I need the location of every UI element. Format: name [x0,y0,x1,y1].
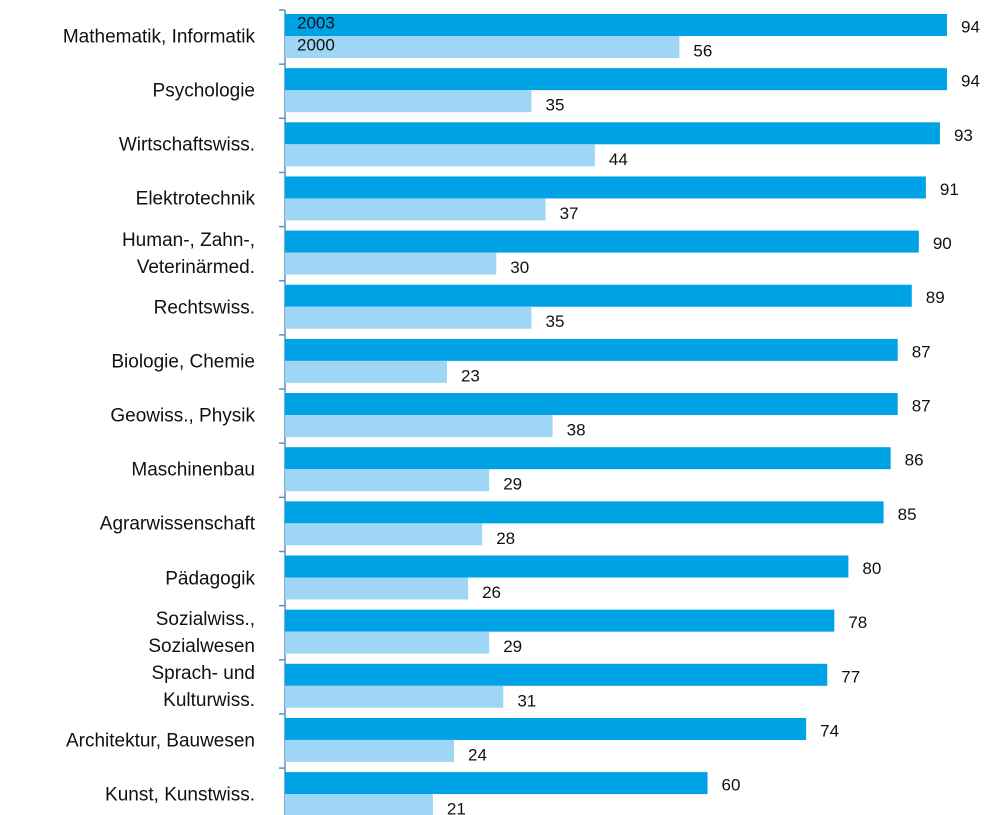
value-label: 78 [848,613,867,632]
value-label: 30 [510,258,529,277]
bar [285,36,680,58]
value-label: 87 [912,342,931,361]
bar [285,631,490,654]
y-tick-label: Maschinenbau [131,459,255,481]
bar [285,685,504,708]
y-tick-label: Elektrotechnik [135,188,255,210]
y-tick-label: Sprach- und Kulturwiss. [151,662,255,711]
y-tick-label: Sozialwiss., Sozialwesen [148,608,255,657]
value-label: 44 [609,150,628,169]
value-label: 21 [447,800,466,815]
value-label: 87 [912,397,931,416]
bar [285,772,708,795]
value-label: 35 [545,312,564,331]
value-label: 37 [560,204,579,223]
bar [285,501,884,524]
value-label: 90 [933,234,952,253]
bar [285,469,490,492]
y-tick-label: Human-, Zahn-, Veterinärmed. [121,229,255,278]
bar [285,230,919,253]
legend-label: 2000 [297,35,335,54]
value-label: 28 [496,529,515,548]
y-tick-label: Agrarwissenschaft [99,513,255,535]
value-label: 38 [567,421,586,440]
bar [285,393,898,416]
y-tick-label: Mathematik, Informatik [62,26,255,48]
bar [285,306,532,329]
y-tick-label: Rechtswiss. [153,297,255,319]
bar [285,144,595,167]
y-tick-label: Pädagogik [165,568,255,589]
bar [285,90,532,113]
bar [285,360,447,383]
value-label: 93 [954,126,973,145]
bar [285,14,947,36]
bar [285,284,912,307]
bar [285,555,849,578]
value-label: 29 [503,475,522,494]
bar [285,176,926,199]
value-label: 31 [517,691,536,710]
bar [285,523,483,546]
value-label: 91 [940,180,959,199]
value-label: 86 [905,451,924,470]
value-label: 29 [503,637,522,656]
bar [285,198,546,221]
y-tick-label: Geowiss., Physik [110,405,255,427]
value-label: 56 [693,41,712,60]
value-label: 94 [961,72,980,91]
y-tick-label: Wirtschaftswiss. [118,134,255,156]
value-label: 24 [468,745,487,764]
bar [285,338,898,361]
bar [285,415,553,438]
bar [285,663,828,686]
bar [285,252,497,275]
bar [285,609,835,632]
bar [285,577,469,600]
value-label: 85 [898,505,917,524]
bar [285,739,455,762]
value-label: 77 [841,667,860,686]
bar [285,447,891,470]
value-label: 26 [482,583,501,602]
legend-label: 2003 [297,13,335,32]
value-label: 94 [961,17,980,36]
value-label: 60 [722,776,741,795]
y-tick-label: Psychologie [152,80,255,102]
y-tick-label: Biologie, Chemie [111,351,255,373]
value-label: 89 [926,288,945,307]
y-tick-label: Kunst, Kunstwiss. [105,784,255,806]
value-label: 35 [545,96,564,115]
value-label: 80 [862,559,881,578]
y-tick-label: Architektur, Bauwesen [65,730,255,752]
bar [285,122,940,145]
bar [285,717,807,740]
bar [285,794,433,815]
value-label: 74 [820,721,839,740]
value-label: 23 [461,366,480,385]
bar [285,68,947,91]
